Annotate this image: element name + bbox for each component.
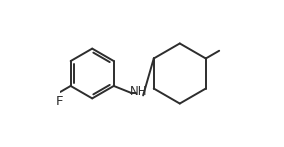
Text: NH: NH	[130, 85, 148, 98]
Text: F: F	[56, 95, 63, 108]
